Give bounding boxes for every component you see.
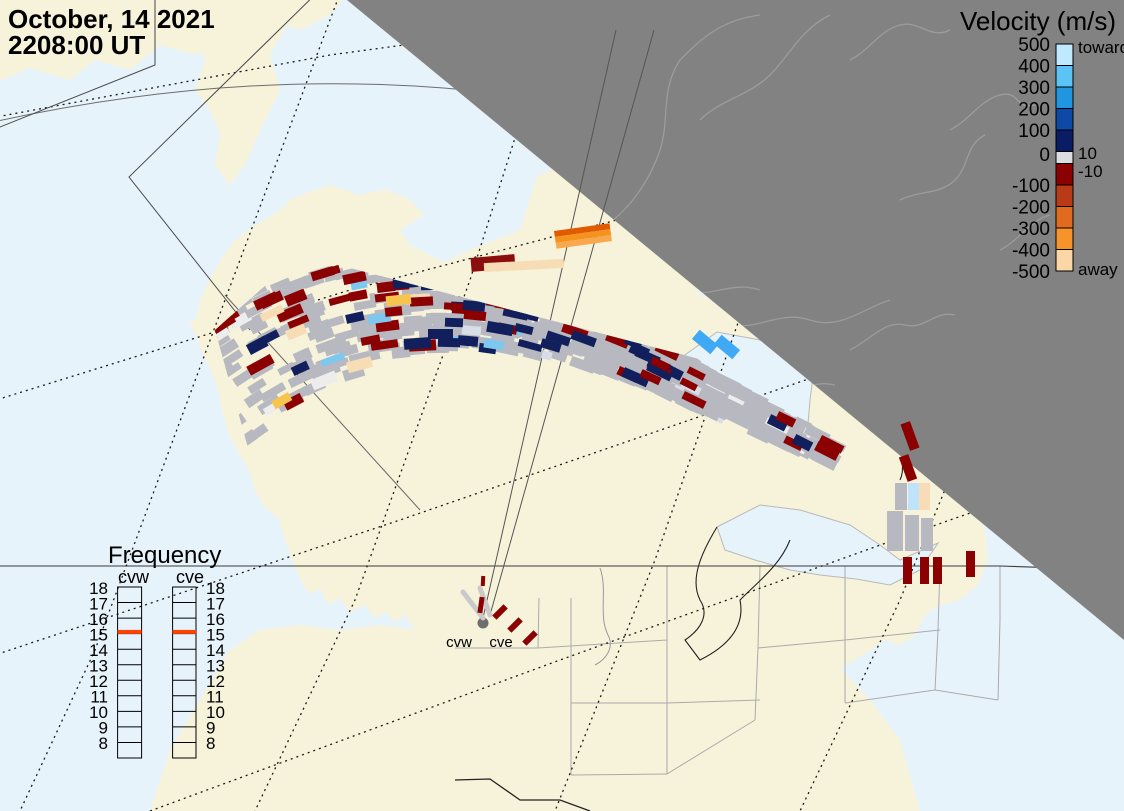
svg-text:8: 8 [99, 734, 108, 753]
svg-text:Velocity (m/s): Velocity (m/s) [960, 6, 1116, 36]
svg-text:-100: -100 [1012, 176, 1050, 197]
svg-text:-400: -400 [1012, 241, 1050, 262]
svg-text:0: 0 [1039, 145, 1050, 166]
svg-text:2208:00 UT: 2208:00 UT [8, 30, 145, 60]
svg-text:-200: -200 [1012, 198, 1050, 219]
svg-text:400: 400 [1018, 57, 1050, 78]
svg-text:Frequency: Frequency [108, 542, 221, 569]
svg-text:toward: toward [1078, 38, 1124, 57]
svg-text:500: 500 [1018, 35, 1050, 56]
svg-text:100: 100 [1018, 121, 1050, 142]
svg-text:-300: -300 [1012, 219, 1050, 240]
svg-text:cve: cve [489, 634, 512, 651]
svg-text:10: 10 [1078, 144, 1097, 163]
svg-text:cvw: cvw [446, 634, 472, 651]
svg-text:-10: -10 [1078, 162, 1103, 181]
svg-text:cve: cve [176, 567, 204, 587]
svg-text:-500: -500 [1012, 262, 1050, 283]
svg-text:8: 8 [206, 734, 215, 753]
svg-text:200: 200 [1018, 100, 1050, 121]
svg-text:cvw: cvw [118, 567, 150, 587]
svg-text:away: away [1078, 260, 1118, 279]
svg-text:300: 300 [1018, 78, 1050, 99]
